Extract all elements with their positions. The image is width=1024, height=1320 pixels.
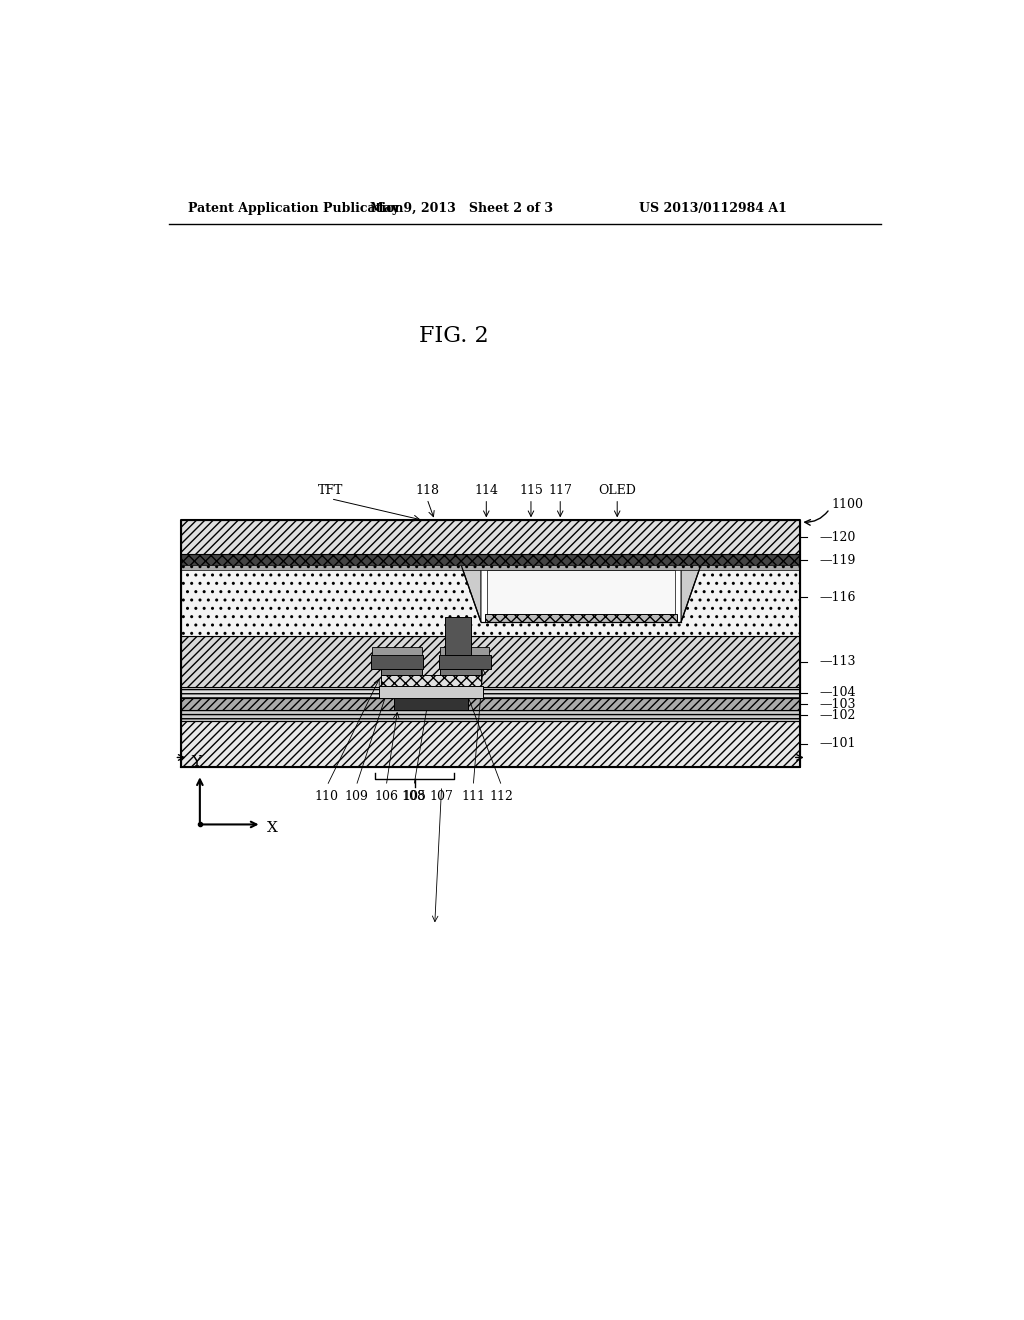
Text: 112: 112: [489, 789, 514, 803]
Bar: [180, 698, 801, 710]
Bar: [180, 710, 801, 721]
Text: 115: 115: [519, 484, 543, 498]
Bar: [180, 520, 801, 554]
Text: 110: 110: [315, 789, 339, 803]
Bar: [484, 614, 677, 622]
Polygon shape: [462, 566, 481, 622]
Bar: [438, 655, 490, 669]
Text: —101: —101: [819, 737, 856, 750]
Text: 114: 114: [474, 484, 499, 498]
Text: —113: —113: [819, 655, 856, 668]
Text: 118: 118: [415, 484, 439, 498]
Text: TFT: TFT: [318, 484, 343, 498]
Text: Patent Application Publication: Patent Application Publication: [188, 202, 403, 215]
Text: 111: 111: [461, 789, 485, 803]
Text: —120: —120: [819, 531, 856, 544]
Bar: [180, 721, 801, 767]
Bar: [440, 647, 489, 655]
Text: May 9, 2013   Sheet 2 of 3: May 9, 2013 Sheet 2 of 3: [370, 202, 553, 215]
Text: 1100: 1100: [831, 499, 863, 511]
Bar: [394, 698, 468, 710]
Bar: [180, 566, 801, 636]
Bar: [440, 669, 481, 675]
Text: Y: Y: [191, 755, 201, 770]
Text: 105: 105: [402, 789, 427, 803]
Text: 106: 106: [374, 789, 398, 803]
Text: 107: 107: [430, 789, 454, 803]
Polygon shape: [681, 566, 700, 622]
Bar: [444, 616, 471, 655]
Bar: [481, 566, 681, 622]
Bar: [180, 565, 801, 570]
Text: 108: 108: [401, 789, 426, 803]
Text: 117: 117: [548, 484, 572, 498]
Bar: [180, 636, 801, 688]
Text: —104: —104: [819, 686, 856, 700]
Bar: [373, 647, 422, 655]
Text: —119: —119: [819, 554, 856, 566]
Text: 109: 109: [344, 789, 368, 803]
Text: X: X: [267, 821, 278, 836]
Bar: [381, 669, 422, 675]
Text: —103: —103: [819, 698, 856, 711]
Bar: [180, 688, 801, 698]
Text: —102: —102: [819, 709, 856, 722]
Text: —116: —116: [819, 591, 856, 603]
Bar: [381, 675, 481, 686]
Bar: [371, 655, 423, 669]
Text: FIG. 2: FIG. 2: [419, 325, 488, 346]
Bar: [180, 554, 801, 566]
Bar: [487, 570, 675, 614]
Bar: [379, 686, 483, 698]
Text: OLED: OLED: [598, 484, 636, 498]
Text: US 2013/0112984 A1: US 2013/0112984 A1: [639, 202, 786, 215]
